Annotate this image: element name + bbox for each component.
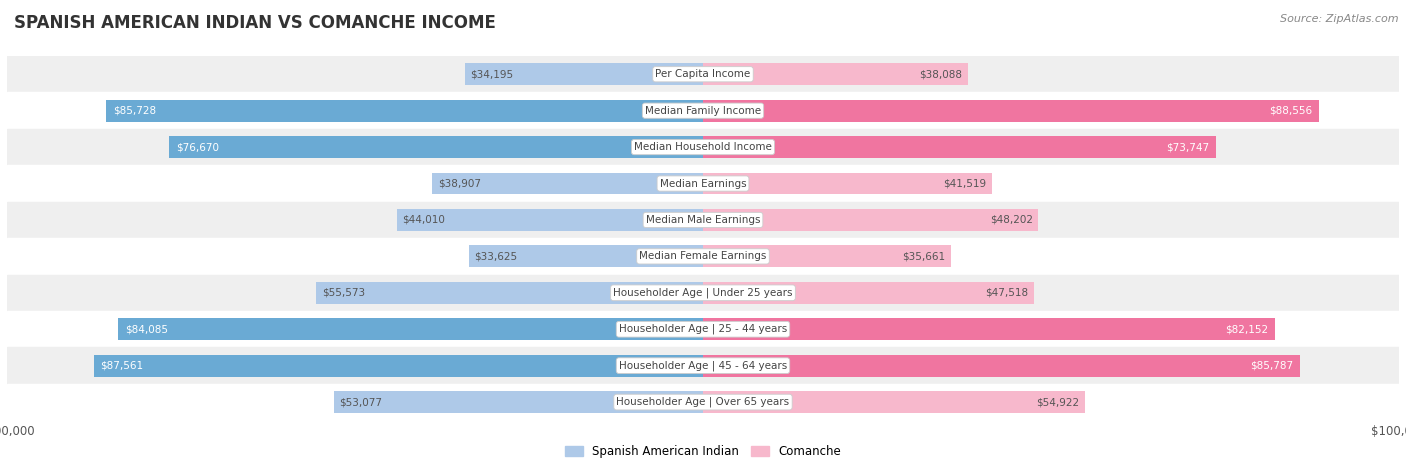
Bar [703,282,1033,304]
Bar [7,238,1399,275]
Text: Householder Age | Over 65 years: Householder Age | Over 65 years [616,397,790,407]
Text: $82,152: $82,152 [1225,324,1268,334]
Text: $85,728: $85,728 [114,106,156,116]
Text: $55,573: $55,573 [322,288,366,298]
Bar [333,391,703,413]
Text: Source: ZipAtlas.com: Source: ZipAtlas.com [1281,14,1399,24]
Text: $76,670: $76,670 [176,142,219,152]
Bar [7,92,1399,129]
Bar [703,209,1039,231]
Bar [94,355,703,376]
Text: Median Family Income: Median Family Income [645,106,761,116]
Bar [703,391,1085,413]
Bar [107,100,703,121]
Text: $85,787: $85,787 [1250,361,1294,371]
Text: $88,556: $88,556 [1270,106,1312,116]
Text: $34,195: $34,195 [471,69,513,79]
Text: Per Capita Income: Per Capita Income [655,69,751,79]
Bar [703,64,969,85]
Legend: Spanish American Indian, Comanche: Spanish American Indian, Comanche [565,445,841,458]
Text: Median Earnings: Median Earnings [659,178,747,189]
Bar [169,136,703,158]
Bar [118,318,703,340]
Bar [316,282,703,304]
Text: Median Male Earnings: Median Male Earnings [645,215,761,225]
Bar [7,202,1399,238]
Bar [703,355,1301,376]
Bar [7,165,1399,202]
Bar [7,384,1399,420]
Bar [396,209,703,231]
Text: $38,088: $38,088 [920,69,963,79]
Text: Householder Age | 45 - 64 years: Householder Age | 45 - 64 years [619,361,787,371]
Bar [703,318,1275,340]
Text: $54,922: $54,922 [1036,397,1080,407]
Bar [7,275,1399,311]
Text: $44,010: $44,010 [402,215,446,225]
Text: Median Female Earnings: Median Female Earnings [640,251,766,262]
Text: $41,519: $41,519 [943,178,987,189]
Bar [470,246,703,267]
Text: $38,907: $38,907 [437,178,481,189]
Text: $84,085: $84,085 [125,324,167,334]
Text: Householder Age | Under 25 years: Householder Age | Under 25 years [613,288,793,298]
Bar [703,136,1216,158]
Text: $33,625: $33,625 [475,251,517,262]
Text: SPANISH AMERICAN INDIAN VS COMANCHE INCOME: SPANISH AMERICAN INDIAN VS COMANCHE INCO… [14,14,496,32]
Text: $35,661: $35,661 [903,251,946,262]
Bar [7,311,1399,347]
Bar [7,129,1399,165]
Text: $87,561: $87,561 [101,361,143,371]
Bar [7,56,1399,92]
Bar [432,173,703,194]
Bar [703,246,952,267]
Text: $47,518: $47,518 [986,288,1028,298]
Text: $48,202: $48,202 [990,215,1033,225]
Text: Householder Age | 25 - 44 years: Householder Age | 25 - 44 years [619,324,787,334]
Bar [703,100,1319,121]
Text: Median Household Income: Median Household Income [634,142,772,152]
Text: $73,747: $73,747 [1166,142,1209,152]
Bar [703,173,993,194]
Bar [7,347,1399,384]
Text: $53,077: $53,077 [339,397,382,407]
Bar [465,64,703,85]
